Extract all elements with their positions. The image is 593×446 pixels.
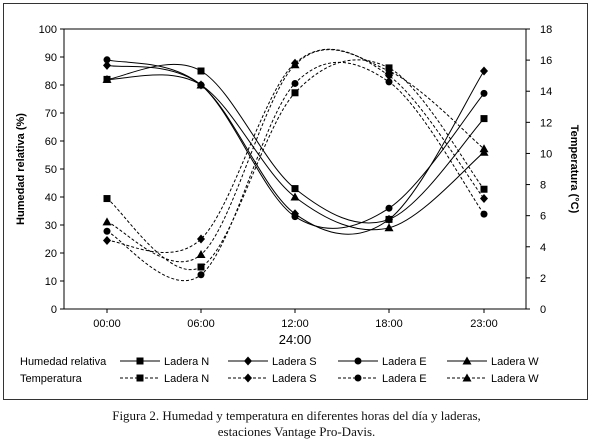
left-axis-tick-label: 30 [45, 220, 57, 232]
temperature-line-ladera-w [106, 49, 485, 263]
right-axis-tick-label: 12 [540, 117, 552, 129]
left-axis-tick-label: 80 [45, 80, 57, 92]
humidity-point-ladera-e [385, 204, 393, 212]
temperature-point-ladera-s [103, 236, 111, 246]
right-axis-tick-label: 6 [540, 211, 546, 223]
caption-line-1: Figura 2. Humedad y temperatura en difer… [112, 408, 481, 423]
temperature-point-ladera-w [196, 250, 206, 259]
temperature-point-ladera-s [480, 194, 488, 204]
temperature-point-ladera-n [197, 263, 205, 271]
temperature-point-ladera-w [384, 66, 394, 75]
temperature-point-ladera-w [479, 144, 489, 153]
left-axis-tick-label: 0 [51, 304, 57, 316]
left-axis-tick-label: 100 [39, 24, 57, 36]
temperature-point-ladera-n [103, 195, 111, 203]
legend-marker [136, 374, 144, 382]
temperature-point-ladera-e [480, 210, 488, 218]
left-axis-tick-label: 50 [45, 164, 57, 176]
right-axis-tick-label: 18 [540, 24, 552, 36]
caption-line-2: estaciones Vantage Pro-Davis. [217, 424, 376, 439]
legend-marker [354, 374, 362, 382]
temperature-point-ladera-n [480, 185, 488, 193]
right-axis-tick-label: 16 [540, 55, 552, 67]
right-axis-tick-label: 8 [540, 180, 546, 192]
legend-label: Ladera E [382, 356, 427, 368]
figure-caption: Figura 2. Humedad y temperatura en difer… [0, 408, 593, 440]
temperature-point-ladera-e [197, 271, 205, 279]
temperature-line-ladera-n [106, 59, 485, 271]
legend-label: Ladera N [164, 373, 209, 385]
left-axis-tick-label: 40 [45, 192, 57, 204]
temperature-point-ladera-n [291, 89, 299, 97]
x-axis-tick-label: 23:00 [470, 318, 498, 330]
legend-label: Ladera W [491, 373, 539, 385]
legend-label: Ladera N [164, 356, 209, 368]
humidity-point-ladera-w [290, 192, 300, 201]
left-axis-tick-label: 20 [45, 248, 57, 260]
x-axis-tick-label: 18:00 [375, 318, 403, 330]
x-axis-tick-label: 12:00 [281, 318, 309, 330]
humidity-point-ladera-e [480, 89, 488, 97]
right-axis-tick-label: 0 [540, 304, 546, 316]
humidity-point-ladera-w [102, 74, 112, 83]
left-axis-title: Humedad relativa (%) [15, 113, 27, 225]
humidity-point-ladera-s [480, 66, 488, 76]
legend-label: Ladera S [272, 373, 317, 385]
humidity-point-ladera-s [385, 214, 393, 224]
chart: 0 10 20 30 40 50 60 70 80 90 100 0 2 4 6 8 10 12 14 16 18 00:… [15, 24, 580, 385]
legend-marker [462, 373, 472, 382]
temperature-point-ladera-w [102, 217, 112, 226]
x-axis-tick-label: 06:00 [187, 318, 215, 330]
legend-label: Ladera W [491, 356, 539, 368]
x-axis-title: 24:00 [279, 332, 312, 347]
left-axis-tick-label: 70 [45, 108, 57, 120]
humidity-point-ladera-s [103, 60, 111, 70]
right-axis-tick-label: 14 [540, 86, 552, 98]
humidity-point-ladera-n [291, 185, 299, 193]
right-axis-tick-label: 10 [540, 148, 552, 160]
humidity-point-ladera-e [103, 56, 111, 64]
legend-marker [462, 356, 472, 365]
temperature-line-ladera-e [106, 61, 485, 282]
left-axis-tick-label: 60 [45, 136, 57, 148]
legend-label: Ladera E [382, 373, 427, 385]
legend-row-label: Humedad relativa [20, 356, 107, 368]
legend-marker [136, 357, 144, 365]
temperature-line-ladera-s [106, 48, 485, 253]
temperature-point-ladera-w [290, 60, 300, 69]
left-axis-tick-label: 90 [45, 52, 57, 64]
temperature-point-ladera-s [197, 234, 205, 244]
x-axis-tick-label: 00:00 [93, 318, 121, 330]
figure-frame [3, 3, 588, 400]
humidity-point-ladera-n [480, 115, 488, 123]
plot-area [63, 28, 527, 310]
legend-marker [244, 373, 252, 383]
temperature-point-ladera-e [291, 79, 299, 87]
temperature-point-ladera-e [103, 227, 111, 235]
left-axis-tick-label: 10 [45, 276, 57, 288]
humidity-point-ladera-w [384, 223, 394, 232]
right-axis-title: Temperatura (°C) [568, 125, 580, 214]
humidity-point-ladera-w [196, 80, 206, 89]
legend-row-label: Temperatura [20, 373, 83, 385]
temperature-point-ladera-e [385, 78, 393, 86]
humidity-point-ladera-n [197, 67, 205, 75]
legend-label: Ladera S [272, 356, 317, 368]
humidity-line-ladera-w [106, 74, 485, 231]
legend-marker [354, 357, 362, 365]
legend-marker [244, 356, 252, 366]
humidity-point-ladera-e [291, 213, 299, 221]
right-axis-tick-label: 4 [540, 242, 546, 254]
right-axis-tick-label: 2 [540, 273, 546, 285]
